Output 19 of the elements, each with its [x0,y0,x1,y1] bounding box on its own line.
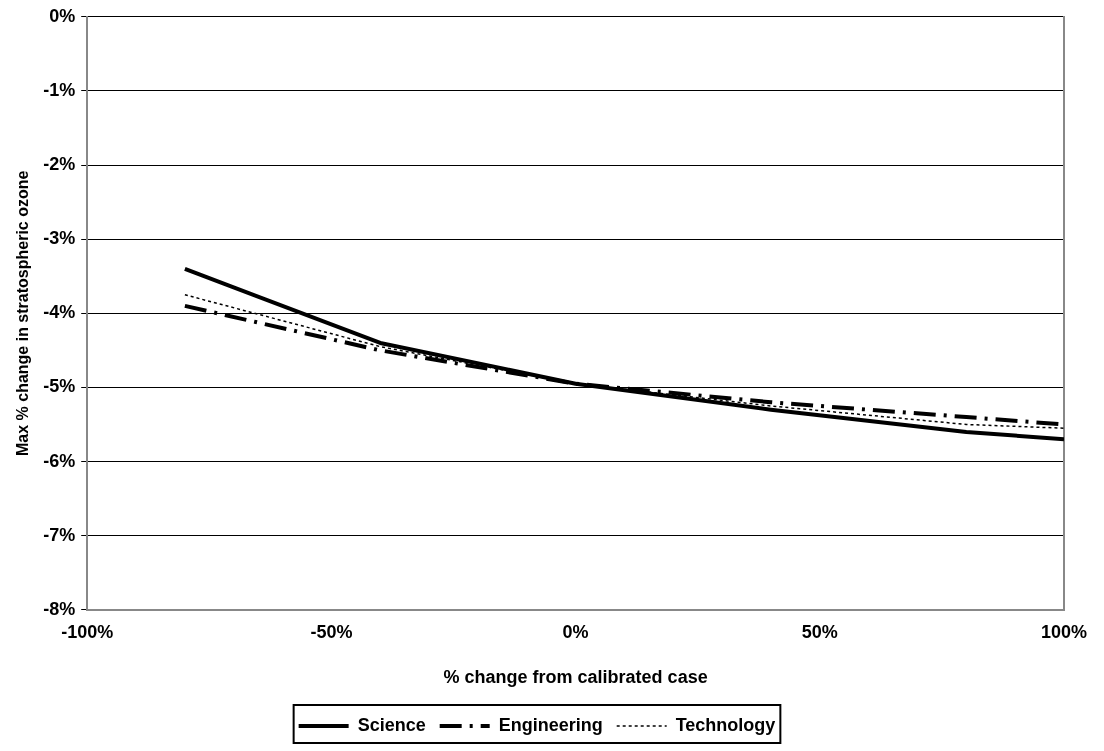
legend-label: Technology [675,714,776,735]
x-axis-title: % change from calibrated case [443,667,708,688]
legend-label: Engineering [498,714,603,735]
y-tick-label: -8% [43,598,76,619]
y-tick-label: -6% [43,450,76,471]
y-tick-label: -2% [43,154,76,175]
y-tick-label: -1% [43,79,76,100]
x-tick-label: -100% [61,621,114,642]
x-tick-label: 100% [1040,621,1088,642]
y-tick-label: -5% [43,376,76,397]
y-tick-label: -7% [43,524,76,545]
x-tick-label: -50% [310,621,353,642]
x-tick-label: 50% [801,621,838,642]
y-tick-label: -3% [43,228,76,249]
y-axis-title: Max % change in stratospheric ozone [14,170,32,456]
x-tick-label: 0% [562,621,589,642]
y-tick-label: -4% [43,302,76,323]
legend-label: Science [357,714,426,735]
y-tick-label: 0% [49,5,76,26]
